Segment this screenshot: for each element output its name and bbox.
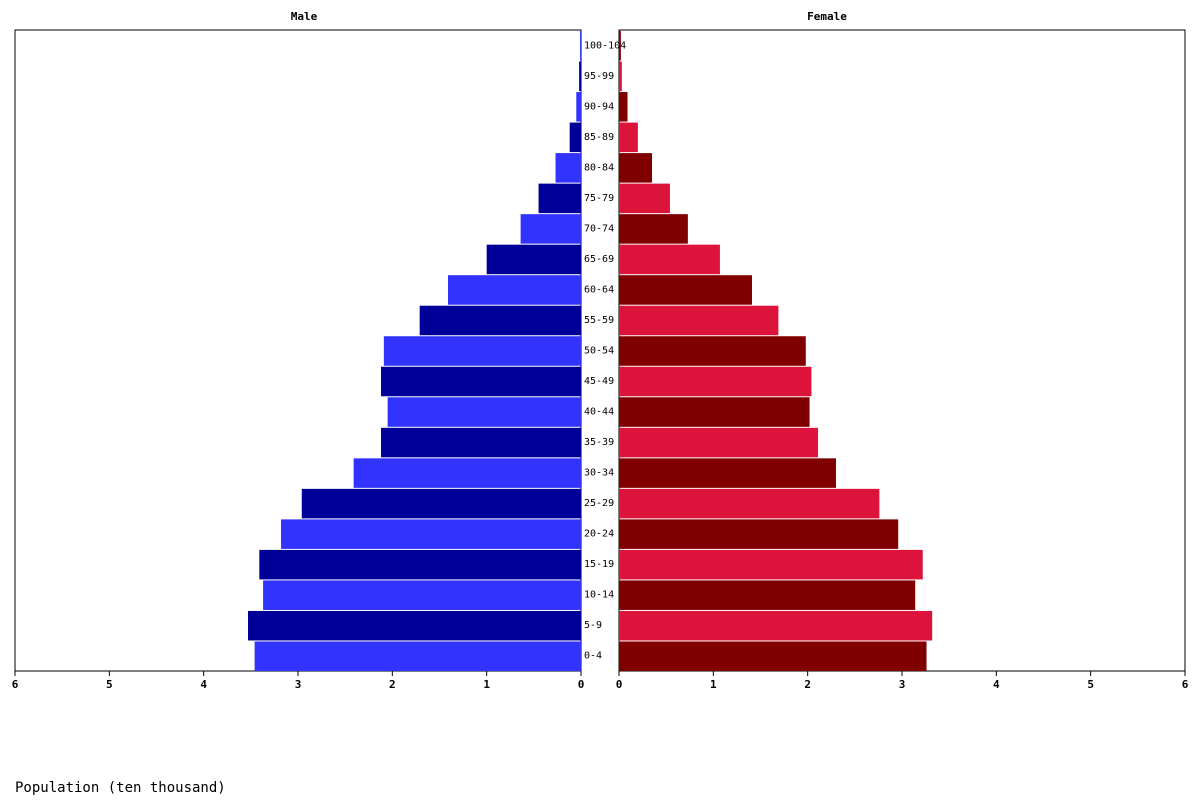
category-label: 40-44 bbox=[584, 407, 614, 418]
bar bbox=[486, 244, 581, 275]
bar bbox=[619, 336, 806, 366]
bar bbox=[619, 31, 621, 61]
category-label: 100-104 bbox=[584, 40, 626, 51]
x-tick-label: 3 bbox=[295, 678, 302, 691]
bar bbox=[254, 641, 581, 671]
bar bbox=[419, 305, 581, 336]
category-label: 70-74 bbox=[584, 223, 614, 234]
bar bbox=[619, 549, 923, 580]
bar bbox=[619, 61, 622, 92]
bar bbox=[353, 458, 581, 488]
category-label: 85-89 bbox=[584, 132, 614, 143]
bar bbox=[263, 580, 581, 610]
bar bbox=[619, 183, 670, 214]
category-label: 60-64 bbox=[584, 284, 614, 295]
x-axis-label: Population (ten thousand) bbox=[15, 780, 226, 796]
bar bbox=[619, 458, 836, 488]
bar bbox=[248, 610, 581, 641]
male-title: Male bbox=[291, 10, 318, 23]
category-label: 25-29 bbox=[584, 498, 614, 509]
category-label: 75-79 bbox=[584, 193, 614, 204]
bar bbox=[619, 122, 638, 153]
category-label: 55-59 bbox=[584, 315, 614, 326]
x-tick-label: 1 bbox=[483, 678, 490, 691]
bar bbox=[619, 275, 753, 305]
bar bbox=[619, 641, 927, 671]
category-label: 30-34 bbox=[584, 468, 614, 479]
x-tick-label: 5 bbox=[106, 678, 113, 691]
category-label: 15-19 bbox=[584, 559, 614, 570]
bar bbox=[520, 214, 581, 244]
category-label: 5-9 bbox=[584, 620, 602, 631]
bar bbox=[619, 519, 899, 549]
bar bbox=[538, 183, 581, 214]
bar bbox=[619, 305, 779, 336]
bar bbox=[619, 153, 653, 183]
category-label: 80-84 bbox=[584, 162, 614, 173]
x-tick-label: 1 bbox=[710, 678, 717, 691]
x-tick-label: 3 bbox=[899, 678, 906, 691]
x-tick-label: 0 bbox=[616, 678, 623, 691]
bar bbox=[381, 427, 581, 458]
category-label: 90-94 bbox=[584, 101, 614, 112]
bar bbox=[383, 336, 581, 366]
category-label: 0-4 bbox=[584, 651, 602, 662]
bar bbox=[619, 580, 916, 610]
bar bbox=[619, 366, 812, 397]
bar bbox=[579, 61, 581, 92]
category-label: 20-24 bbox=[584, 529, 614, 540]
x-tick-label: 5 bbox=[1087, 678, 1094, 691]
x-tick-label: 6 bbox=[1182, 678, 1189, 691]
bar bbox=[619, 427, 819, 458]
bar bbox=[381, 366, 581, 397]
bar bbox=[619, 397, 810, 427]
bar bbox=[447, 275, 581, 305]
bar bbox=[281, 519, 581, 549]
bar bbox=[619, 488, 880, 519]
bar bbox=[619, 244, 720, 275]
female-title: Female bbox=[807, 10, 847, 23]
x-tick-label: 2 bbox=[389, 678, 396, 691]
category-label: 10-14 bbox=[584, 590, 614, 601]
category-label: 95-99 bbox=[584, 71, 614, 82]
category-label: 50-54 bbox=[584, 346, 614, 357]
x-tick-label: 4 bbox=[200, 678, 207, 691]
bar bbox=[259, 549, 581, 580]
x-tick-label: 0 bbox=[578, 678, 585, 691]
category-label: 35-39 bbox=[584, 437, 614, 448]
bar bbox=[569, 122, 581, 153]
x-tick-label: 2 bbox=[804, 678, 811, 691]
bar bbox=[576, 92, 581, 122]
bar bbox=[580, 31, 581, 61]
bar bbox=[301, 488, 581, 519]
category-label: 65-69 bbox=[584, 254, 614, 265]
category-label: 45-49 bbox=[584, 376, 614, 387]
bar bbox=[555, 153, 581, 183]
x-tick-label: 4 bbox=[993, 678, 1000, 691]
bar bbox=[619, 214, 688, 244]
bar bbox=[619, 92, 628, 122]
x-tick-label: 6 bbox=[12, 678, 19, 691]
bar bbox=[619, 610, 933, 641]
bar bbox=[387, 397, 581, 427]
